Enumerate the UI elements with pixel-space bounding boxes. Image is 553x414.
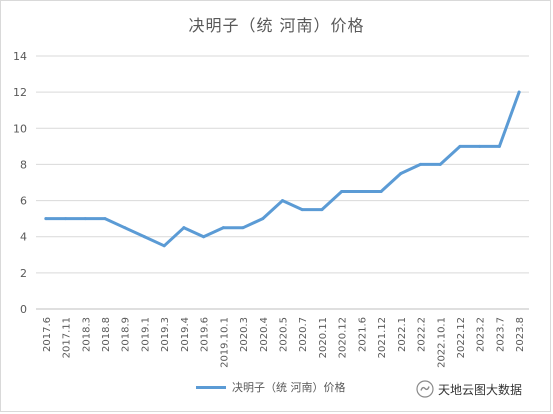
x-tick-label: 2019.6 [200,317,211,352]
y-tick-label: 14 [13,50,27,63]
data-point [202,235,206,239]
gridlines [36,55,529,310]
y-tick-label: 6 [20,195,27,208]
x-tick-label: 2020.3 [239,317,250,352]
data-point [399,171,403,175]
x-tick-label: 2023.2 [476,317,487,352]
x-tick-label: 2017.6 [42,317,53,352]
x-tick-label: 2018.3 [81,317,92,352]
data-point [281,199,284,203]
legend-swatch [196,385,226,389]
x-tick-label: 2021.12 [377,317,388,358]
x-tick-label: 2019.3 [160,317,171,352]
wechat-official-account-icon [416,380,434,398]
x-tick-label: 2019.10.1 [219,317,230,368]
x-tick-label: 2020.5 [279,317,290,352]
data-point [221,226,225,230]
data-point [340,190,344,194]
x-tick-label: 2018.8 [101,317,112,352]
x-tick-label: 2023.7 [495,317,506,352]
chart-title: 决明子（统 河南）价格 [188,16,365,35]
data-point [103,217,107,221]
x-axis-ticks: 2017.6 2017.11 2018.3 2018.8 2018.9 2019.1 201… [42,317,526,368]
legend-label: 决明子（统 河南）价格 [232,381,346,394]
data-point [438,162,442,166]
data-point [300,208,304,212]
data-point [497,144,501,148]
watermark-text: 天地云图大数据 [438,382,523,397]
y-tick-label: 0 [20,303,27,316]
x-tick-label: 2020.4 [259,317,270,352]
data-point [182,226,186,230]
x-tick-label: 2022.1 [397,317,408,352]
y-axis-ticks: 0 2 4 6 8 10 12 14 [13,50,27,316]
watermark: 天地云图大数据 [416,378,522,400]
x-tick-label: 2022.2 [417,317,428,352]
series-layer [44,90,521,248]
x-tick-label: 2017.11 [62,317,73,358]
x-tick-label: 2020.12 [338,317,349,358]
data-point [123,226,127,230]
data-point [261,217,265,221]
data-point [241,226,245,230]
y-tick-label: 4 [20,231,27,244]
y-tick-label: 12 [13,86,27,99]
series-line [44,90,521,248]
data-point [44,217,48,221]
legend: 决明子（统 河南）价格 [196,379,346,395]
data-point [458,144,462,148]
data-point [478,144,482,148]
x-tick-label: 2020.7 [298,317,309,352]
data-point [142,235,146,239]
data-point [517,90,521,94]
x-tick-label: 2023.8 [515,317,526,352]
data-point [320,208,324,212]
x-tick-label: 2019.1 [140,317,151,352]
data-point [64,217,68,221]
y-tick-label: 2 [20,267,27,280]
x-tick-label: 2019.4 [180,317,191,352]
data-point [419,162,423,166]
x-tick-label: 2022.10.1 [436,317,447,368]
x-tick-label: 2021.6 [357,317,368,352]
x-tick-label: 2018.9 [121,317,132,352]
y-tick-label: 8 [20,158,27,171]
y-tick-label: 10 [13,122,27,135]
data-point [359,190,363,194]
data-point [83,217,87,221]
x-tick-label: 2020.11 [318,317,329,358]
x-tick-label: 2022.12 [456,317,467,358]
data-point [162,244,166,248]
data-point [379,190,383,194]
